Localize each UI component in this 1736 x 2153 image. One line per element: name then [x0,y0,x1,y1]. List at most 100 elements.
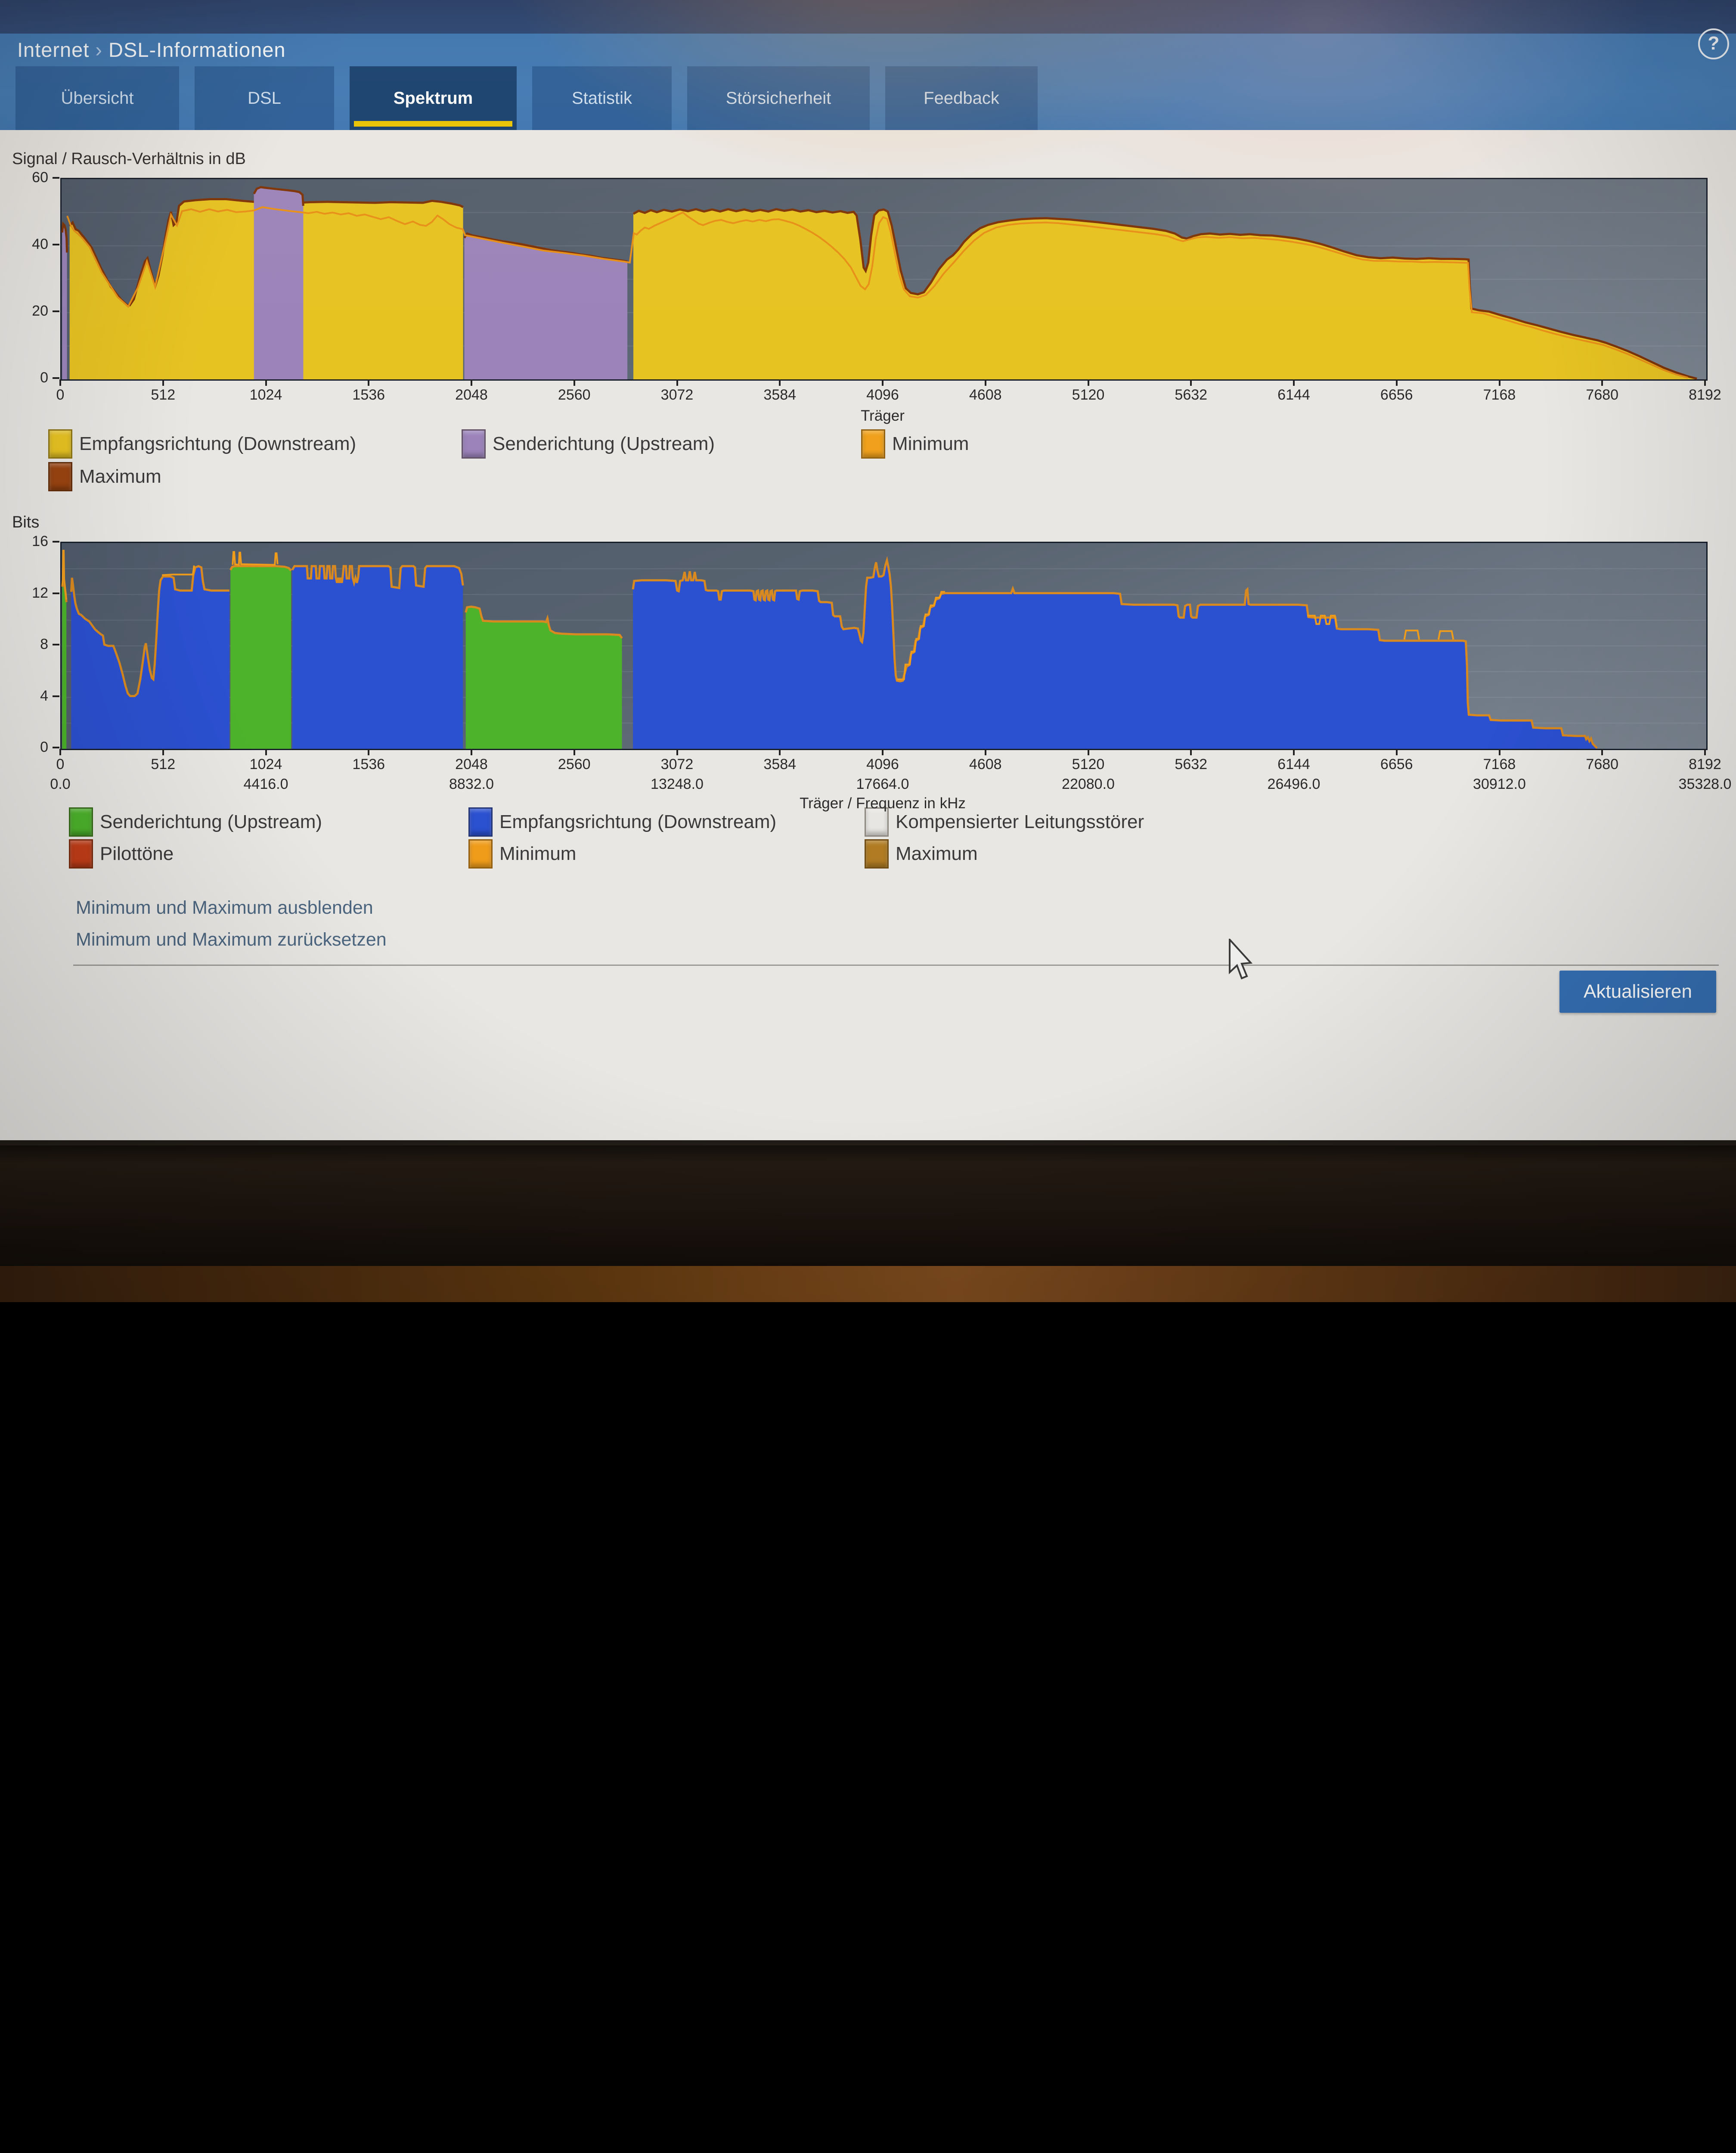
minimum-bits-us0-line [61,549,68,600]
tab-label: Statistik [571,88,632,108]
x-tick-label: 6656 [1380,387,1413,403]
y-tick-label: 20 [32,303,48,319]
snr-chart-title: Signal / Rausch-Verhältnis in dB [12,150,246,168]
x-tick-khz-label: 35328.0 [1678,776,1732,792]
legend-swatch [865,807,889,837]
minimum-bits-square1-line [1307,614,1338,628]
x-tick [1293,749,1295,755]
legend-label: Empfangsrichtung (Downstream) [79,433,356,454]
x-tick [59,749,61,755]
downstream-bits-c-area [633,560,1597,749]
x-tick [882,379,884,386]
tab-stoersicherheit[interactable]: Störsicherheit [687,66,870,130]
x-tick-label: 8192 [1689,387,1721,403]
tab-label: Störsicherheit [725,88,831,108]
tab-dsl[interactable]: DSL [195,66,334,130]
bits-chart-legend: Senderichtung (Upstream) Empfangsrichtung… [69,807,1705,876]
upstream-bits-us2-edge [465,605,623,639]
minimum-bits-shelf-line [162,565,195,576]
snr-chart-svg [61,186,1706,380]
x-tick-label: 1024 [249,756,282,772]
legend-item: Empfangsrichtung (Downstream) [48,429,356,459]
x-axis-label: Träger [861,407,905,424]
help-icon[interactable]: ? [1698,28,1729,59]
upstream-snr-us2-area [464,233,628,379]
x-tick-khz-label: 8832.0 [449,776,494,792]
x-tick-label: 7168 [1483,756,1516,772]
minimum-bits-square2-line [1403,630,1420,640]
y-tick [53,377,59,379]
tab-feedback[interactable]: Feedback [885,66,1038,130]
tab-spektrum[interactable]: Spektrum [350,66,517,130]
reset-minmax-link[interactable]: Minimum und Maximum zurücksetzen [76,929,387,950]
upstream-bits-us0-area [62,583,67,749]
x-tick-khz-label: 30912.0 [1473,776,1526,792]
refresh-button[interactable]: Aktualisieren [1559,971,1716,1013]
legend-item: Kompensierter Leitungsstörer [865,807,1144,837]
x-tick-label: 5120 [1072,756,1105,772]
x-tick [162,379,164,386]
x-tick-label: 2560 [558,756,591,772]
downstream-snr-b-area [633,209,1697,379]
x-tick [1395,379,1398,386]
y-tick [53,592,59,594]
legend-label: Kompensierter Leitungsstörer [896,811,1144,832]
x-tick-label: 2048 [455,387,488,403]
tab-uebersicht[interactable]: Übersicht [16,66,179,130]
legend-swatch [865,839,889,869]
upstream-bits-us1-edge [229,565,292,571]
y-tick [53,177,59,179]
downstream-bits-a-edge [70,565,229,697]
y-tick-label: 60 [32,169,48,186]
x-tick [1498,379,1500,386]
downstream-bits-a-area [71,566,229,749]
x-tick [779,749,781,755]
x-tick-label: 1536 [352,387,385,403]
legend-item: Minimum [861,429,969,459]
y-tick [53,695,59,697]
x-tick [573,749,575,755]
active-tab-underline [354,121,512,127]
x-tick-khz-label: 22080.0 [1062,776,1115,792]
legend-swatch [48,462,72,491]
bits-chart-svg [61,549,1706,749]
legend-item: Minimum [468,839,576,869]
x-tick-khz-label: 4416.0 [243,776,288,792]
x-tick [1601,749,1603,755]
legend-label: Senderichtung (Upstream) [100,811,322,832]
legend-swatch [69,839,93,869]
upstream-bits-us1-area [230,566,291,749]
desk-surface [0,1266,1736,1302]
x-tick-label: 6144 [1277,756,1310,772]
legend-swatch [861,429,885,459]
x-tick-label: 0 [56,756,65,772]
upstream-snr-us1-edge [253,186,304,206]
hide-minmax-link[interactable]: Minimum und Maximum ausblenden [76,897,373,918]
x-tick [471,379,472,386]
y-tick-label: 16 [32,533,48,549]
x-tick [368,379,370,386]
breadcrumb-separator: › [95,38,103,61]
minimum-bits-staircase-line [897,591,945,680]
legend-swatch [48,429,72,459]
x-tick-label: 3584 [763,756,797,772]
y-tick-label: 0 [40,369,48,386]
downstream-bits-b-area [292,566,463,749]
x-tick [1087,749,1089,755]
legend-item: Pilottöne [69,839,174,869]
y-tick [53,747,59,748]
breadcrumb-section[interactable]: Internet [17,38,90,61]
x-tick-label: 5120 [1072,387,1105,403]
legend-label: Maximum [896,843,978,864]
legend-label: Pilottöne [100,843,174,864]
minimum-bits-square3-line [1437,630,1454,640]
tab-label: Feedback [924,88,999,108]
y-tick [53,541,59,543]
legend-item: Maximum [48,462,161,492]
photo-of-monitor: { "header": { "breadcrumb": {"section": … [0,0,1736,1302]
x-tick-label: 0 [56,387,65,403]
tab-statistik[interactable]: Statistik [532,66,672,130]
legend-label: Minimum [499,843,577,864]
tab-bar: Übersicht DSL Spektrum Statistik Störsic… [16,66,1038,130]
x-tick-label: 8192 [1689,756,1721,772]
